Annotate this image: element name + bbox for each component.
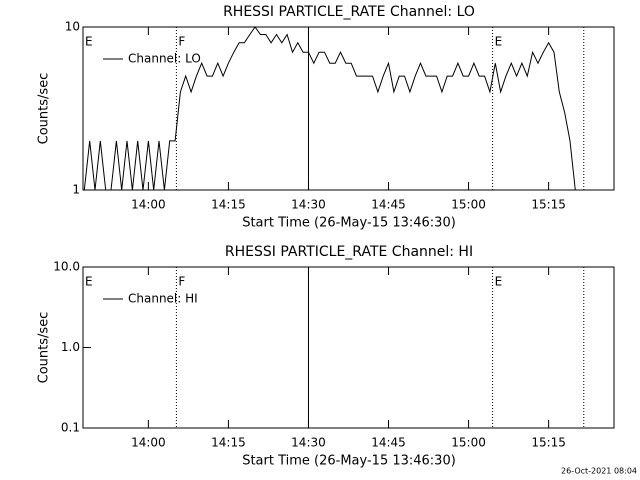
y-tick-label: 10 [65, 20, 80, 34]
y-axis-label: Counts/sec [37, 312, 52, 384]
x-tick-label: 15:15 [531, 198, 566, 212]
y-tick-label: 1.0 [61, 340, 80, 354]
y-axis-label: Counts/sec [37, 73, 52, 145]
x-tick-label: 14:30 [291, 436, 326, 450]
x-tick-label: 14:00 [131, 436, 166, 450]
x-tick-label: 14:30 [291, 198, 326, 212]
chart-title: RHESSI PARTICLE_RATE Channel: HI [225, 244, 473, 260]
chart-title: RHESSI PARTICLE_RATE Channel: LO [223, 4, 475, 20]
x-tick-label: 14:45 [371, 198, 406, 212]
x-tick-label: 14:15 [211, 198, 246, 212]
x-tick-label: 15:15 [531, 436, 566, 450]
x-tick-label: 14:45 [371, 436, 406, 450]
x-tick-label: 14:00 [131, 198, 166, 212]
x-tick-label: 14:15 [211, 436, 246, 450]
data-line [83, 26, 576, 191]
marker-label: F [178, 35, 185, 49]
legend-label: Channel: LO [128, 52, 201, 66]
x-tick-label: 15:00 [451, 436, 486, 450]
marker-label: E [85, 35, 93, 49]
legend-label: Channel: HI [128, 292, 198, 306]
y-tick-label: 0.1 [61, 421, 80, 435]
x-axis-label: Start Time (26-May-15 13:46:30) [242, 454, 456, 469]
marker-label: F [178, 275, 185, 289]
x-tick-label: 15:00 [451, 198, 486, 212]
marker-label: E [495, 275, 503, 289]
footer: 26-Oct-2021 08:04 [561, 467, 637, 476]
y-tick-label: 1 [72, 183, 80, 197]
y-tick-label: 10.0 [53, 260, 80, 274]
marker-label: E [495, 35, 503, 49]
marker-label: E [85, 275, 93, 289]
x-axis-label: Start Time (26-May-15 13:46:30) [242, 216, 456, 231]
